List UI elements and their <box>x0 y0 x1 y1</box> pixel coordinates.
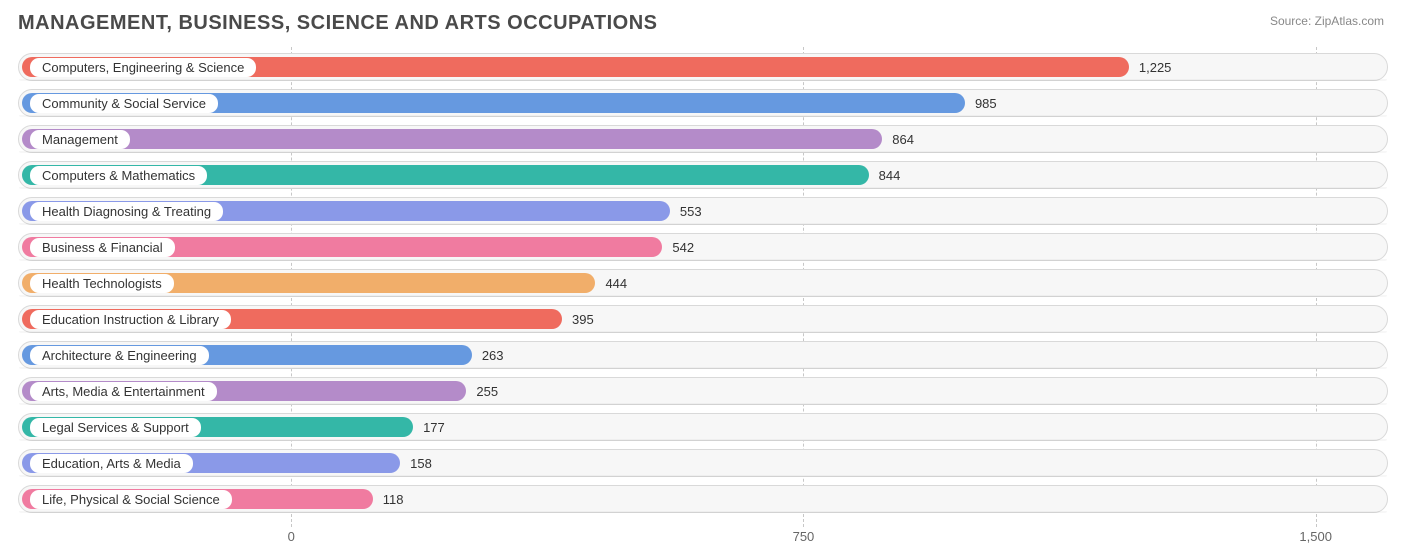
x-tick-label: 750 <box>793 529 815 544</box>
bar: Education, Arts & Media <box>22 453 400 473</box>
bar-label: Community & Social Service <box>30 94 218 113</box>
bar-row: Health Technologists 444 <box>18 269 1388 297</box>
source-name: ZipAtlas.com <box>1315 14 1384 28</box>
bar-value: 118 <box>373 486 404 512</box>
bar-value: 985 <box>965 90 997 116</box>
bar-row: Management 864 <box>18 125 1388 153</box>
bar-label: Life, Physical & Social Science <box>30 490 232 509</box>
bar-row: Health Diagnosing & Treating 553 <box>18 197 1388 225</box>
bar-label: Arts, Media & Entertainment <box>30 382 217 401</box>
bars-container: Computers, Engineering & Science1,225Com… <box>18 53 1388 549</box>
bar-row: Business & Financial 542 <box>18 233 1388 261</box>
occupations-bar-chart: Computers, Engineering & Science1,225Com… <box>18 53 1388 549</box>
x-axis: 0 750 1,500 <box>18 525 1388 549</box>
bar-label: Health Diagnosing & Treating <box>30 202 223 221</box>
bar-value: 395 <box>562 306 594 332</box>
bar-value: 864 <box>882 126 914 152</box>
bar-label: Computers, Engineering & Science <box>30 58 256 77</box>
bar: Life, Physical & Social Science <box>22 489 373 509</box>
bar: Education Instruction & Library <box>22 309 562 329</box>
x-tick-label: 0 <box>288 529 295 544</box>
bar-value: 542 <box>662 234 694 260</box>
bar-value: 553 <box>670 198 702 224</box>
bar: Computers, Engineering & Science <box>22 57 1129 77</box>
bar-value: 844 <box>869 162 901 188</box>
bar-value: 255 <box>466 378 498 404</box>
bar-value: 1,225 <box>1129 54 1172 80</box>
bar-value: 158 <box>400 450 432 476</box>
bar-label: Computers & Mathematics <box>30 166 207 185</box>
bar-value: 263 <box>472 342 504 368</box>
x-tick-label: 1,500 <box>1299 529 1332 544</box>
bar-row: Community & Social Service 985 <box>18 89 1388 117</box>
bar: Computers & Mathematics <box>22 165 869 185</box>
bar-value: 444 <box>595 270 627 296</box>
bar: Arts, Media & Entertainment <box>22 381 466 401</box>
bar-row: Education Instruction & Library 395 <box>18 305 1388 333</box>
source-attribution: Source: ZipAtlas.com <box>1270 14 1384 28</box>
bar-row: Architecture & Engineering 263 <box>18 341 1388 369</box>
bar-label: Architecture & Engineering <box>30 346 209 365</box>
bar-label: Legal Services & Support <box>30 418 201 437</box>
bar-value: 177 <box>413 414 445 440</box>
chart-title: MANAGEMENT, BUSINESS, SCIENCE AND ARTS O… <box>18 12 1388 35</box>
bar: Management <box>22 129 882 149</box>
source-prefix: Source: <box>1270 14 1311 28</box>
bar-row: Education, Arts & Media 158 <box>18 449 1388 477</box>
bar-label: Management <box>30 130 130 149</box>
bar: Health Diagnosing & Treating <box>22 201 670 221</box>
bar-row: Computers & Mathematics 844 <box>18 161 1388 189</box>
bar-row: Computers, Engineering & Science 1,225 <box>18 53 1388 81</box>
bar-row: Arts, Media & Entertainment 255 <box>18 377 1388 405</box>
bar: Business & Financial <box>22 237 662 257</box>
bar: Community & Social Service <box>22 93 965 113</box>
bar-row: Legal Services & Support 177 <box>18 413 1388 441</box>
bar-label: Health Technologists <box>30 274 174 293</box>
bar-row: Life, Physical & Social Science 118 <box>18 485 1388 513</box>
bar-label: Education, Arts & Media <box>30 454 193 473</box>
bar: Architecture & Engineering <box>22 345 472 365</box>
bar: Health Technologists <box>22 273 595 293</box>
bar-label: Education Instruction & Library <box>30 310 231 329</box>
bar-label: Business & Financial <box>30 238 175 257</box>
bar: Legal Services & Support <box>22 417 413 437</box>
